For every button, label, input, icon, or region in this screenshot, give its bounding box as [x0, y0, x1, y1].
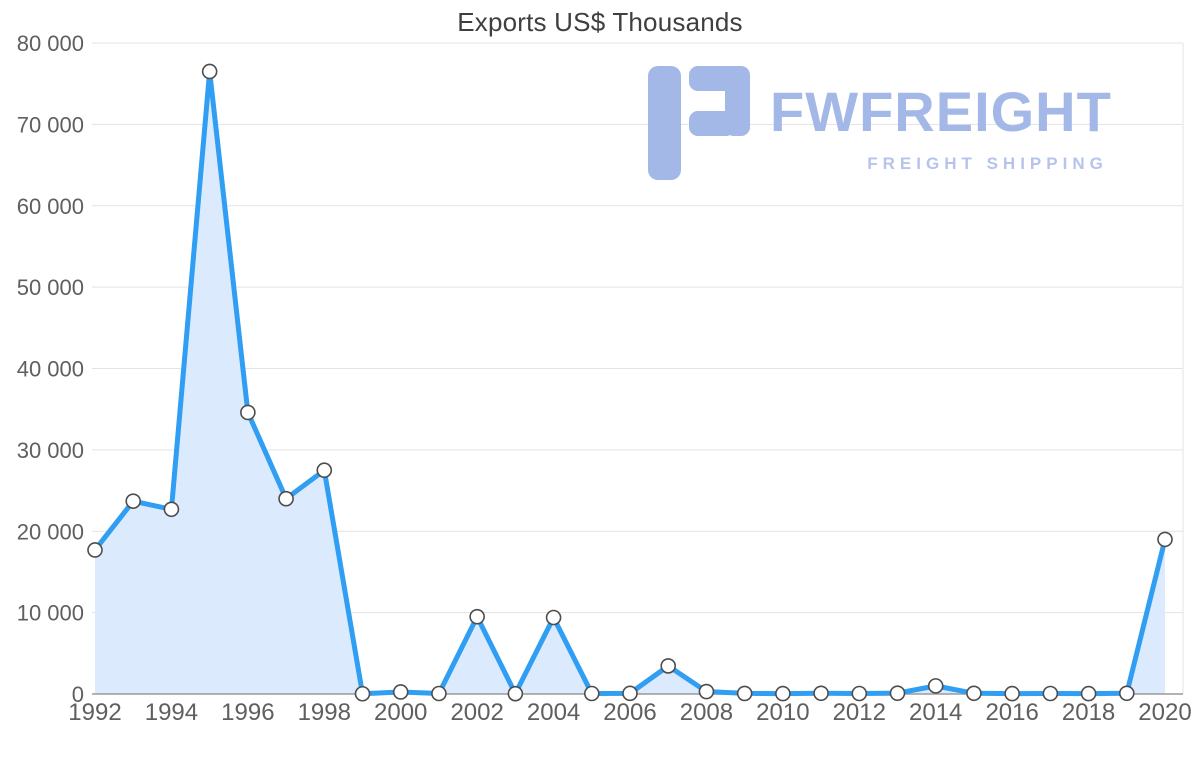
data-point-marker	[698, 683, 715, 700]
x-axis-tick-label: 1992	[68, 699, 121, 726]
data-point-marker	[354, 685, 371, 702]
y-axis-tick-label: 30 000	[17, 438, 84, 463]
x-axis-tick-label: 1994	[145, 699, 198, 726]
data-point-marker	[87, 542, 103, 558]
x-axis-tick-label: 2008	[680, 699, 733, 726]
x-axis-tick-label: 2018	[1062, 699, 1115, 726]
data-point-marker	[392, 684, 409, 700]
x-axis-tick-label: 2006	[603, 699, 656, 726]
data-point-marker	[851, 685, 868, 702]
x-axis-tick-label: 2000	[374, 699, 427, 726]
data-point-marker	[469, 608, 485, 625]
data-point-marker	[431, 685, 447, 702]
data-point-marker	[1042, 685, 1059, 702]
x-axis-tick-label: 2002	[450, 699, 503, 726]
data-point-marker	[1080, 685, 1097, 702]
data-point-marker	[775, 685, 791, 702]
y-axis-tick-label: 50 000	[17, 275, 84, 300]
y-axis-tick-label: 0	[72, 682, 84, 707]
data-point-marker	[889, 685, 906, 701]
y-axis-tick-label: 60 000	[17, 194, 84, 219]
data-point-marker	[966, 685, 982, 702]
y-axis-tick-label: 40 000	[17, 357, 84, 382]
x-axis-tick-label: 2016	[985, 699, 1038, 726]
data-point-marker	[163, 501, 180, 518]
x-axis-tick-label: 2014	[909, 699, 962, 726]
series-area-fill	[95, 71, 1165, 694]
x-axis-tick-label: 2020	[1138, 699, 1191, 726]
data-point-marker	[278, 490, 294, 507]
data-point-marker	[660, 658, 677, 674]
chart-title: Exports US$ Thousands	[457, 7, 743, 37]
data-point-marker	[1118, 685, 1135, 702]
data-point-marker	[1157, 531, 1173, 548]
data-point-marker	[1004, 685, 1020, 702]
data-point-marker	[583, 685, 600, 702]
data-point-marker	[813, 685, 829, 702]
x-axis-tick-label: 2004	[527, 699, 580, 726]
y-axis-tick-label: 20 000	[17, 519, 84, 544]
x-axis-tick-label: 2010	[756, 699, 809, 726]
data-point-marker	[545, 609, 562, 626]
data-point-marker	[316, 462, 333, 479]
data-point-marker	[736, 685, 753, 702]
data-point-marker	[125, 493, 142, 509]
y-axis-tick-label: 70 000	[17, 112, 84, 137]
y-axis-tick-label: 80 000	[17, 31, 84, 56]
data-point-marker	[507, 685, 524, 702]
x-axis-tick-label: 2012	[833, 699, 886, 726]
x-axis-tick-label: 1996	[221, 699, 274, 726]
data-point-marker	[927, 678, 944, 694]
data-point-marker	[622, 685, 638, 702]
data-point-marker	[240, 404, 256, 421]
y-axis-tick-label: 10 000	[17, 601, 84, 626]
data-point-marker	[201, 63, 218, 80]
x-axis-tick-label: 1998	[298, 699, 351, 726]
